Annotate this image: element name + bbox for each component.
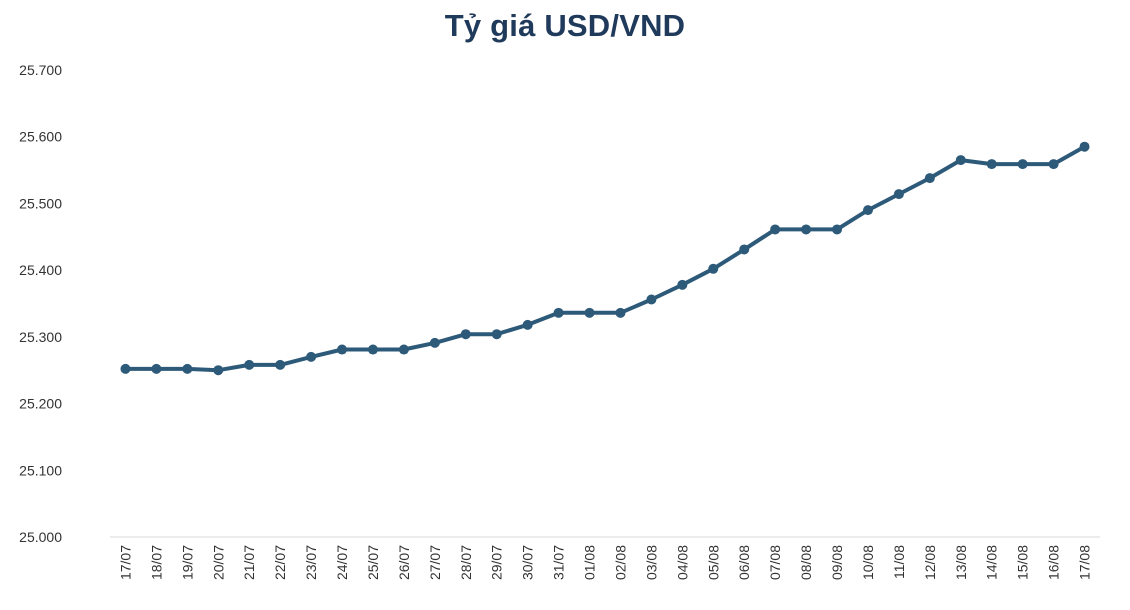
x-tick-label: 18/07 bbox=[148, 545, 164, 580]
data-point bbox=[553, 307, 564, 318]
y-tick-label: 25.300 bbox=[19, 329, 62, 345]
chart-title: Tỷ giá USD/VND bbox=[444, 8, 686, 43]
x-tick-label: 31/07 bbox=[551, 545, 567, 580]
data-point bbox=[986, 159, 997, 170]
data-point bbox=[584, 307, 595, 318]
data-point bbox=[615, 307, 626, 318]
y-tick-label: 25.400 bbox=[19, 262, 62, 278]
x-tick-label: 10/08 bbox=[860, 545, 876, 580]
data-point bbox=[801, 224, 812, 235]
data-point bbox=[398, 344, 409, 355]
x-tick-label: 25/07 bbox=[365, 545, 381, 580]
data-point bbox=[677, 279, 688, 290]
data-point bbox=[367, 344, 378, 355]
data-point bbox=[739, 244, 750, 255]
data-point bbox=[955, 155, 966, 166]
x-tick-label: 29/07 bbox=[489, 545, 505, 580]
data-point bbox=[337, 344, 348, 355]
data-point bbox=[522, 319, 533, 330]
x-tick-label: 20/07 bbox=[210, 545, 226, 580]
data-point bbox=[120, 363, 131, 374]
y-tick-label: 25.100 bbox=[19, 462, 62, 478]
data-point bbox=[182, 363, 193, 374]
x-tick-label: 03/08 bbox=[643, 545, 659, 580]
data-point bbox=[893, 189, 904, 200]
x-tick-label: 19/07 bbox=[179, 545, 195, 580]
data-point bbox=[491, 329, 502, 340]
x-tick-label: 09/08 bbox=[829, 545, 845, 580]
x-tick-label: 11/08 bbox=[891, 545, 907, 579]
y-tick-label: 25.200 bbox=[19, 396, 62, 412]
x-tick-label: 06/08 bbox=[736, 545, 752, 580]
data-point bbox=[429, 337, 440, 348]
data-point bbox=[832, 224, 843, 235]
data-point bbox=[646, 294, 657, 305]
y-tick-label: 25.000 bbox=[19, 529, 62, 545]
x-tick-label: 02/08 bbox=[612, 545, 628, 580]
data-point bbox=[1017, 159, 1028, 170]
data-point bbox=[151, 363, 162, 374]
x-tick-label: 27/07 bbox=[427, 545, 443, 580]
x-tick-label: 07/08 bbox=[767, 545, 783, 580]
data-point bbox=[213, 365, 224, 376]
x-tick-label: 12/08 bbox=[922, 545, 938, 580]
y-axis: 25.000 25.100 25.200 25.300 25.400 25.500 25.6… bbox=[19, 62, 62, 545]
y-tick-label: 25.500 bbox=[19, 195, 62, 211]
x-tick-label: 14/08 bbox=[984, 545, 1000, 580]
x-tick-label: 04/08 bbox=[674, 545, 690, 580]
x-tick-label: 24/07 bbox=[334, 545, 350, 580]
data-point bbox=[306, 351, 317, 362]
x-tick-label: 23/07 bbox=[303, 545, 319, 580]
data-point bbox=[708, 263, 719, 274]
x-tick-label: 16/08 bbox=[1046, 545, 1062, 580]
x-tick-label: 13/08 bbox=[953, 545, 969, 580]
data-point bbox=[770, 224, 781, 235]
x-tick-label: 22/07 bbox=[272, 545, 288, 580]
data-point bbox=[460, 329, 471, 340]
y-tick-label: 25.600 bbox=[19, 129, 62, 145]
x-tick-label: 05/08 bbox=[705, 545, 721, 580]
x-tick-label: 17/08 bbox=[1077, 545, 1093, 580]
data-point bbox=[862, 205, 873, 216]
series-line bbox=[123, 144, 1087, 373]
x-tick-label: 21/07 bbox=[241, 545, 257, 580]
data-point bbox=[275, 359, 286, 370]
x-tick-label: 08/08 bbox=[798, 545, 814, 580]
y-tick-label: 25.700 bbox=[19, 62, 62, 78]
x-axis: 17/07 18/07 19/07 20/07 21/07 22/07 23/07 24/07… bbox=[110, 536, 1100, 580]
x-tick-label: 15/08 bbox=[1015, 545, 1031, 580]
data-point bbox=[924, 173, 935, 184]
x-tick-label: 28/07 bbox=[458, 545, 474, 580]
x-tick-label: 26/07 bbox=[396, 545, 412, 580]
data-point bbox=[244, 359, 255, 370]
x-tick-label: 01/08 bbox=[582, 545, 598, 580]
x-tick-label: 17/07 bbox=[117, 545, 133, 580]
series-layer bbox=[120, 141, 1090, 376]
data-point bbox=[1079, 141, 1090, 152]
x-tick-label: 30/07 bbox=[520, 545, 536, 580]
data-point bbox=[1048, 159, 1059, 170]
